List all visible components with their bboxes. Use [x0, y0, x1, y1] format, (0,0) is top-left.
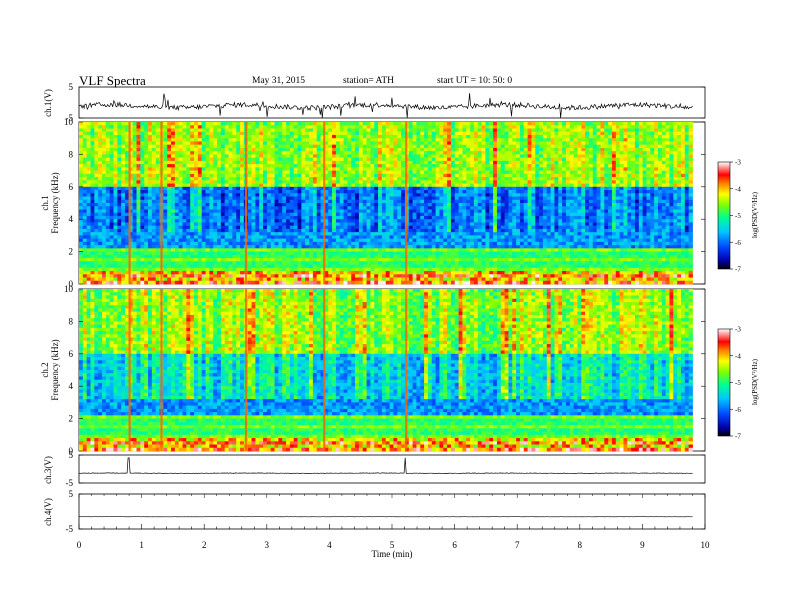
- x-tick-label: 8: [578, 540, 583, 550]
- y-tick-label: 6: [69, 349, 74, 359]
- y-tick-label: 0: [69, 279, 74, 289]
- x-axis-label: Time (min): [372, 549, 413, 559]
- colorbar-tick-label: -6: [735, 406, 741, 414]
- y-tick-label: 4: [69, 214, 74, 224]
- y-tick-label: 8: [69, 149, 74, 159]
- colorbar-tick-label: -5: [735, 379, 741, 387]
- ch1-spectrogram-ylabel-channel: ch.1: [40, 195, 50, 210]
- ch1-spectrogram: [79, 122, 693, 285]
- y-tick-label: 0: [69, 446, 74, 456]
- y-tick-label: 5: [69, 489, 74, 499]
- ch2-colorbar-label: log(PSD(V²/Hz): [751, 358, 759, 405]
- x-axis: 0 1 2 3 4 5 6 7 8 9 10: [77, 524, 710, 550]
- y-tick-label: 5: [69, 450, 74, 460]
- x-tick-label: 4: [327, 540, 332, 550]
- ch1-colorbar: log(PSD(V²/Hz) -3 -4 -5 -6 -7: [717, 159, 759, 274]
- ch3-waveform-frame: [78, 454, 706, 484]
- x-tick-label: 7: [515, 540, 520, 550]
- colorbar-tick-label: -6: [735, 239, 741, 247]
- ch4-waveform-frame: [78, 493, 706, 530]
- colorbar-tick-label: -4: [735, 352, 741, 360]
- colorbar-tick-label: -7: [735, 433, 741, 441]
- y-tick-label: -5: [66, 478, 74, 488]
- ch2-spectrogram-ylabel-channel: ch.2: [40, 362, 50, 377]
- ch1-waveform-line: [78, 93, 693, 119]
- ch4-waveform-ylabel: ch.4(V): [43, 498, 53, 526]
- ch2-colorbar-gradient: [717, 328, 731, 437]
- x-tick-label: 1: [139, 540, 144, 550]
- x-tick-label: 3: [265, 540, 270, 550]
- ch1-waveform-frame: [78, 86, 706, 119]
- x-tick-label: 0: [77, 540, 82, 550]
- x-tick-label: 5: [390, 540, 395, 550]
- figure-title: VLF Spectra: [79, 73, 146, 88]
- y-tick-label: 2: [69, 247, 74, 257]
- x-tick-label: 10: [701, 540, 711, 550]
- ch2-spectrogram: [79, 289, 693, 452]
- x-tick-label: 6: [452, 540, 457, 550]
- y-tick-label: 6: [69, 182, 74, 192]
- colorbar-tick-label: -3: [735, 326, 741, 334]
- y-tick-label: -5: [66, 113, 74, 123]
- y-tick-label: 10: [64, 284, 74, 294]
- y-tick-label: 2: [69, 414, 74, 424]
- x-tick-label: 2: [202, 540, 207, 550]
- date-label: May 31, 2015: [252, 76, 305, 86]
- colorbar-tick-label: -4: [735, 185, 741, 193]
- ch1-colorbar-gradient: [717, 161, 731, 270]
- ch3-waveform-ylabel: ch.3(V): [43, 456, 53, 484]
- start-time-label: start UT = 10: 50: 0: [437, 76, 512, 86]
- station-label: station= ATH: [343, 76, 394, 86]
- ch3-waveform-line: [78, 457, 693, 474]
- y-tick-label: 4: [69, 381, 74, 391]
- colorbar-tick-label: -3: [735, 159, 741, 167]
- ch1-spectrogram-ylabel-frequency: Frequency (kHz): [50, 172, 60, 233]
- colorbar-tick-label: -5: [735, 212, 741, 220]
- ch1-colorbar-label: log(PSD(V²/Hz): [751, 191, 759, 238]
- colorbar-tick-label: -7: [735, 266, 741, 274]
- ch2-colorbar: log(PSD(V²/Hz) -3 -4 -5 -6 -7: [717, 326, 759, 441]
- ch2-spectrogram-ylabel-frequency: Frequency (kHz): [50, 339, 60, 400]
- y-tick-label: 10: [64, 117, 74, 127]
- x-tick-label: 9: [640, 540, 645, 550]
- y-tick-label: -5: [66, 524, 74, 534]
- ch1-waveform-ylabel: ch.1(V): [43, 89, 53, 117]
- y-tick-label: 8: [69, 316, 74, 326]
- y-tick-label: 5: [69, 82, 74, 92]
